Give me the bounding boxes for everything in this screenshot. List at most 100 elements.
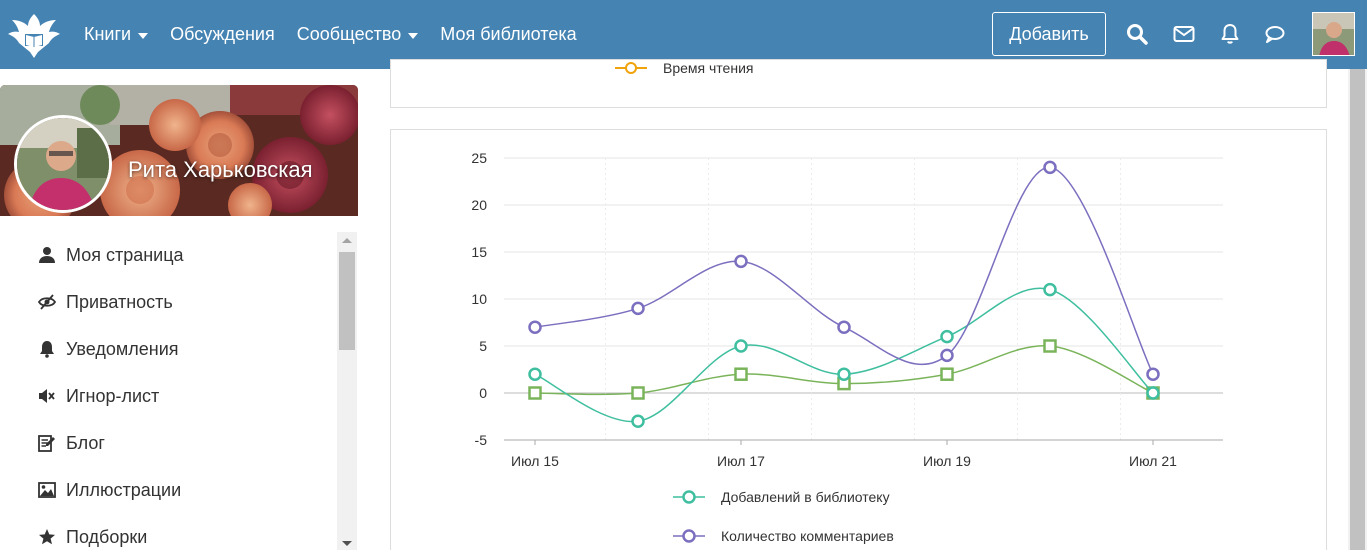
sidebar-item-blog[interactable]: Блог (38, 428, 105, 458)
data-point (631, 301, 645, 316)
mute-icon (39, 389, 55, 403)
star-icon (39, 529, 55, 545)
site-logo-icon[interactable] (6, 8, 62, 60)
y-tick-label: -5 (475, 432, 488, 448)
sidebar-item-illustrations[interactable]: Иллюстрации (38, 475, 181, 505)
legend-label: Время чтения (663, 60, 754, 76)
sidebar-item-my-page[interactable]: Моя страница (38, 240, 184, 270)
add-button[interactable]: Добавить (992, 12, 1106, 56)
legend-marker (682, 529, 696, 543)
x-tick-label: Июл 15 (511, 453, 559, 469)
series-line (534, 166, 1154, 375)
eye-slash-icon (38, 294, 56, 310)
sidebar-scrollbar[interactable] (337, 232, 357, 550)
sidebar-item-label: Игнор-лист (66, 385, 160, 406)
data-point-square (734, 367, 748, 381)
profile-name[interactable]: Рита Харьковская (128, 157, 313, 182)
nav-my-library[interactable]: Моя библиотека (440, 24, 576, 45)
user-icon (39, 247, 55, 263)
data-point (1146, 386, 1160, 400)
data-point (1146, 367, 1160, 381)
profile-cover: Рита Харьковская (0, 85, 358, 216)
sidebar-item-label: Уведомления (66, 338, 179, 359)
sidebar-item-notifications[interactable]: Уведомления (38, 334, 179, 364)
y-tick-label: 5 (479, 338, 487, 354)
x-tick-label: Июл 17 (717, 453, 765, 469)
reading-time-card: Время чтения (390, 59, 1327, 108)
legend-label: Количество комментариев (721, 528, 894, 544)
chart-y-axis: -5 0 5 10 15 20 25 (471, 150, 487, 448)
top-navbar: Книги Обсуждения Сообщество Моя библиоте… (0, 0, 1367, 69)
image-icon (38, 482, 56, 498)
nav-books[interactable]: Книги (84, 24, 149, 45)
sidebar: Рита Харьковская Моя страница Приватност… (0, 69, 370, 550)
nav-discussions-label: Обсуждения (170, 24, 275, 44)
sidebar-item-ignore-list[interactable]: Игнор-лист (38, 381, 159, 411)
y-tick-label: 0 (479, 385, 487, 401)
sidebar-item-collections[interactable]: Подборки (38, 522, 147, 550)
legend-reading-time[interactable]: Время чтения (615, 60, 753, 76)
y-tick-label: 25 (471, 150, 487, 166)
nav-books-label: Книги (84, 24, 132, 44)
nav-community[interactable]: Сообщество (297, 24, 419, 45)
sidebar-item-label: Иллюстрации (66, 479, 182, 500)
chart-x-axis: Июл 15 Июл 17 Июл 19 Июл 21 (504, 439, 1223, 469)
x-tick-label: Июл 21 (1129, 453, 1177, 469)
sidebar-item-privacy[interactable]: Приватность (38, 287, 173, 317)
chart-grid (504, 157, 1223, 441)
x-tick-label: Июл 19 (923, 453, 971, 469)
data-point (528, 367, 542, 381)
search-icon[interactable] (1125, 22, 1149, 46)
legend-line-circle-icon (615, 62, 647, 74)
scroll-down-arrow-icon[interactable] (342, 541, 352, 546)
legend-item[interactable]: Количество комментариев (673, 528, 894, 544)
legend-marker (682, 490, 696, 504)
data-point-square (940, 367, 954, 381)
chart-series (528, 160, 1160, 428)
activity-chart-card: -5 0 5 10 15 20 25 Июл 15 Июл 17 Июл 19 Июл 21 До… (390, 129, 1327, 550)
y-tick-label: 20 (471, 197, 487, 213)
data-point (734, 254, 748, 269)
scroll-up-arrow-icon[interactable] (342, 238, 352, 243)
data-point (940, 329, 954, 344)
legend-label: Добавлений в библиотеку (721, 489, 890, 505)
data-point (1043, 282, 1057, 297)
data-point-square (528, 386, 542, 400)
edit-icon (38, 435, 55, 452)
data-point (940, 348, 954, 363)
series-line (534, 287, 1154, 423)
page-scroll-thumb[interactable] (1350, 69, 1365, 550)
nav-community-label: Сообщество (296, 24, 402, 44)
data-point (837, 320, 851, 334)
chevron-down-icon (138, 32, 149, 39)
y-tick-label: 10 (471, 291, 487, 307)
scroll-thumb[interactable] (339, 252, 355, 350)
avatar-photo-icon (1313, 13, 1354, 55)
page-scrollbar[interactable] (1348, 69, 1367, 550)
sidebar-item-label: Приватность (66, 291, 173, 312)
user-avatar[interactable] (1312, 12, 1355, 56)
data-point-square (1043, 339, 1057, 353)
legend-item[interactable]: Добавлений в библиотеку (673, 489, 890, 505)
main-content: Время чтения -5 0 5 10 15 20 25 Июл 15 Июл 17 Ию… (370, 59, 1348, 550)
bell-icon[interactable] (1218, 22, 1242, 46)
main-menu: Книги Обсуждения Сообщество Моя библиоте… (84, 0, 599, 69)
profile-photo-icon (17, 118, 109, 210)
sidebar-item-label: Подборки (66, 526, 148, 547)
data-point (528, 320, 542, 334)
data-point (631, 414, 645, 428)
mail-icon[interactable] (1172, 22, 1196, 46)
data-point (1043, 160, 1057, 175)
y-tick-label: 15 (471, 244, 487, 260)
data-point (734, 339, 748, 353)
profile-avatar[interactable] (14, 115, 112, 213)
nav-my-library-label: Моя библиотека (440, 24, 577, 44)
chat-icon[interactable] (1263, 22, 1287, 46)
chevron-down-icon (408, 32, 419, 39)
bell-icon (40, 341, 54, 358)
nav-discussions[interactable]: Обсуждения (170, 24, 275, 45)
chart-legend: Добавлений в библиотеку Количество коммен… (673, 489, 894, 544)
activity-line-chart: -5 0 5 10 15 20 25 Июл 15 Июл 17 Июл 19 Июл 21 До… (471, 150, 1223, 544)
sidebar-item-label: Моя страница (66, 244, 184, 265)
data-point-square (631, 386, 645, 400)
